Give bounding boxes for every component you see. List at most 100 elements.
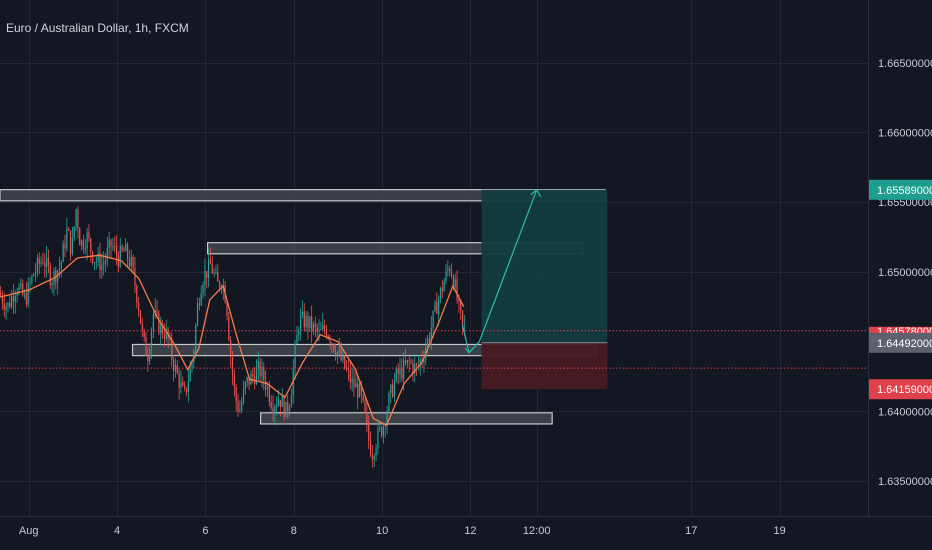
symbol-title: Euro / Australian Dollar, 1h, FXCM <box>6 21 189 35</box>
candle-body <box>283 396 285 417</box>
candle-body <box>93 262 96 264</box>
candle-body <box>316 326 318 332</box>
candle-body <box>42 261 44 264</box>
candle-body <box>132 257 134 269</box>
candle-body <box>371 455 373 460</box>
candle-body <box>272 407 274 414</box>
candle-body <box>163 334 166 340</box>
candle-body <box>147 355 149 362</box>
candle-body <box>213 272 215 274</box>
candle-body <box>377 428 379 448</box>
price-tick-label: 1.66500000 <box>878 58 932 70</box>
candle-body <box>49 266 51 285</box>
candle-body <box>204 270 206 286</box>
candle-body <box>125 244 127 252</box>
candle-body <box>261 367 263 377</box>
candle-body <box>75 209 77 227</box>
candle-body <box>44 263 46 267</box>
candle-body <box>325 329 327 337</box>
candle-body <box>401 367 403 379</box>
candle-body <box>123 250 125 252</box>
candle-body <box>406 359 408 364</box>
candle-body <box>403 360 405 379</box>
candle-body <box>200 293 202 305</box>
candle-body <box>336 352 339 357</box>
candle-body <box>14 295 16 302</box>
candle-body <box>16 293 18 296</box>
long-position-tool[interactable] <box>481 189 608 390</box>
candle-body <box>257 361 259 369</box>
candle-body <box>452 276 454 288</box>
candle-body <box>176 364 178 374</box>
candle-body <box>412 362 414 374</box>
candle-body <box>366 411 368 423</box>
candle-body <box>461 310 464 325</box>
candle-body <box>101 264 103 271</box>
projection-path[interactable] <box>461 188 542 355</box>
candle-body <box>29 282 31 284</box>
candle-body <box>294 343 296 369</box>
time-tick-label: 4 <box>114 525 120 537</box>
candle-body <box>31 275 33 283</box>
price-badge-target <box>869 179 932 200</box>
candle-body <box>288 407 291 411</box>
candle-body <box>279 400 281 407</box>
price-axis[interactable]: 1.66500000 1.66000000 1.65500000 1.65000000… <box>878 58 932 488</box>
candle-body <box>99 253 101 271</box>
candle-body <box>230 339 232 358</box>
candle-body <box>439 287 442 300</box>
candle-body <box>86 232 88 249</box>
candle-body <box>434 302 436 311</box>
candle-body <box>231 357 234 374</box>
time-tick-label: 8 <box>291 525 297 537</box>
profit-zone[interactable] <box>481 189 608 343</box>
candle-body <box>397 368 399 375</box>
candle-body <box>53 270 55 284</box>
candle-body <box>115 246 118 256</box>
candle-body <box>390 384 392 394</box>
projection-line[interactable] <box>461 189 538 355</box>
candle-body <box>47 257 50 267</box>
candle-body <box>128 259 131 267</box>
candle-body <box>333 344 335 352</box>
candle-body <box>36 257 39 272</box>
candle-body <box>209 258 212 265</box>
candle-body <box>141 323 143 330</box>
price-tick-label: 1.64000000 <box>878 406 932 418</box>
candle-body <box>5 306 7 310</box>
candle-body <box>173 359 175 372</box>
candle-body <box>460 300 462 311</box>
candle-body <box>18 286 20 294</box>
candle-body <box>60 261 62 268</box>
candle-body <box>217 272 219 282</box>
candle-body <box>73 226 75 238</box>
candle-body <box>384 425 386 427</box>
projection-pivot-mark <box>464 347 474 354</box>
zone-support-lower[interactable] <box>260 412 553 425</box>
candle-body <box>80 240 83 246</box>
candle-body <box>119 246 121 267</box>
candle-body <box>287 401 289 411</box>
candle-body <box>182 382 184 386</box>
candle-body <box>23 293 26 295</box>
candle-body <box>46 257 48 267</box>
candle-body <box>90 238 92 252</box>
price-badge-label: 1.64159000 <box>877 384 932 396</box>
price-tick-label: 1.65000000 <box>878 267 932 279</box>
candle-body <box>445 270 447 282</box>
candle-body <box>27 283 29 305</box>
loss-zone[interactable] <box>481 342 608 390</box>
candle-body <box>215 272 217 274</box>
candle-body <box>12 296 15 302</box>
candle-body <box>296 334 298 344</box>
candle-body <box>265 380 267 390</box>
candle-body <box>266 386 269 390</box>
time-axis[interactable]: Aug 4 6 8 10 12 12:00 17 19 <box>19 525 786 537</box>
candle-body <box>202 285 204 294</box>
candle-body <box>338 349 340 353</box>
candle-body <box>382 425 385 436</box>
candle-body <box>364 399 366 412</box>
candle-body <box>184 385 186 389</box>
